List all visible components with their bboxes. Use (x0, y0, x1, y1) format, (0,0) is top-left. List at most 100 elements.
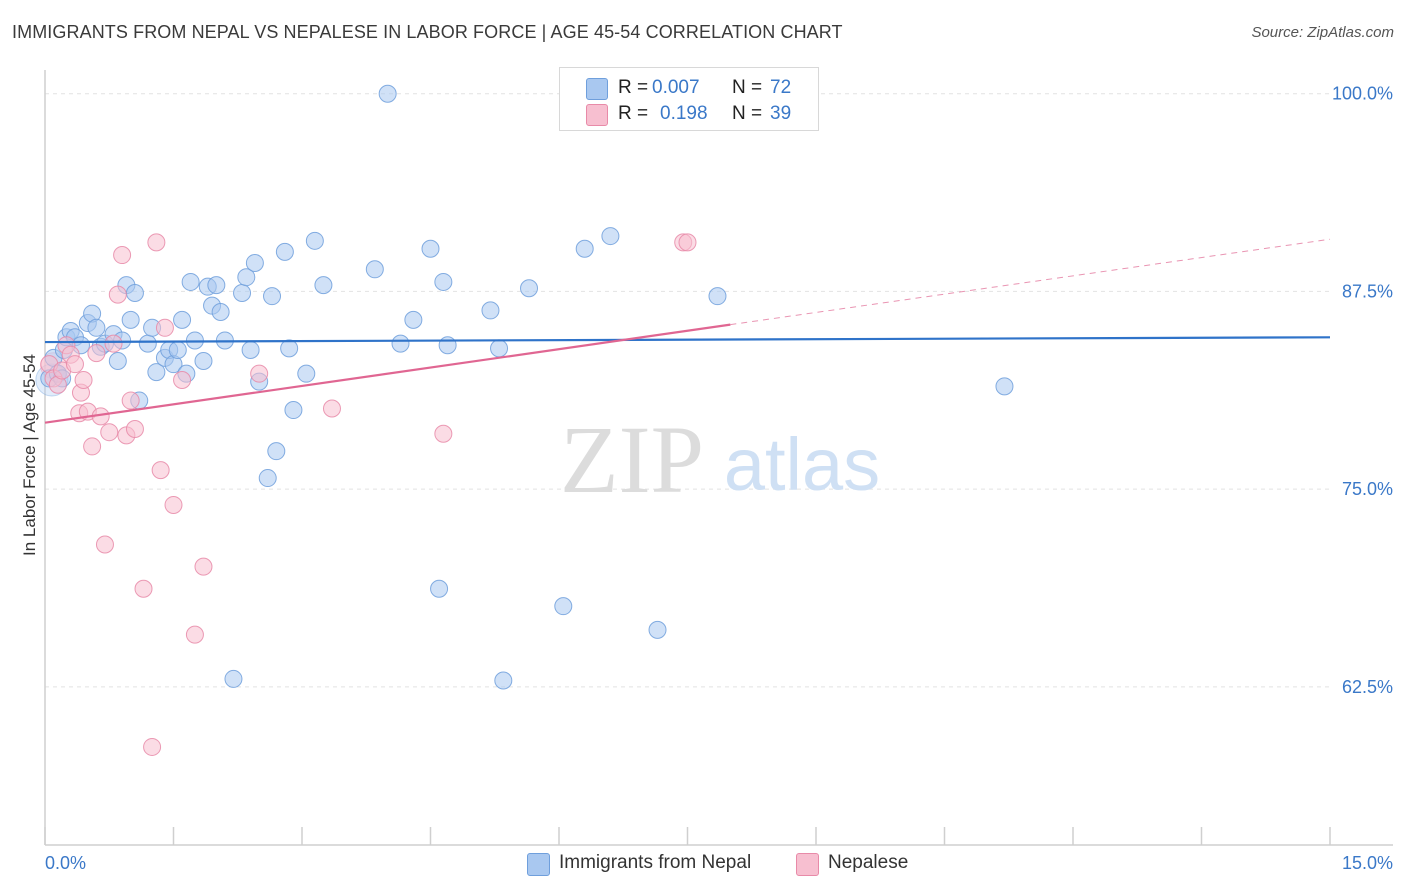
legend-r-value: 0.007 (652, 77, 700, 98)
nepal-point (280, 339, 299, 358)
nepal-point (391, 334, 410, 353)
nepalese-trend-extension (730, 238, 1331, 326)
series-label-nepalese: Nepalese (828, 852, 909, 873)
nepalese-point (65, 355, 84, 374)
correlation-legend: R = 0.007 N = 72 R = 0.198 N = 39 (559, 67, 819, 131)
nepalese-point (147, 233, 166, 252)
nepalese-trend-line (44, 323, 731, 424)
nepal-point (224, 669, 243, 688)
nepalese-point (121, 391, 140, 410)
nepalese-point (125, 420, 144, 439)
nepal-point (237, 268, 256, 287)
nepal-point (121, 310, 140, 329)
nepalese-point (83, 437, 102, 456)
series-swatch-nepalese (796, 853, 819, 876)
nepal-point (434, 272, 453, 291)
x-tick-label-min: 0.0% (45, 853, 86, 873)
nepal-point (263, 287, 282, 306)
watermark: ZIP atlas (560, 406, 880, 513)
nepal-point (267, 442, 286, 461)
series-legend: Immigrants from Nepal Nepalese (0, 852, 1406, 876)
nepal-point (241, 340, 260, 359)
x-tick-label-max: 15.0% (1342, 853, 1393, 873)
source-label: Source: ZipAtlas.com (1251, 24, 1394, 41)
nepal-point (378, 84, 397, 103)
y-tick-label: 62.5% (1342, 677, 1393, 697)
nepal-point (87, 318, 106, 337)
legend-swatch-nepal (586, 78, 608, 100)
nepalese-point (322, 399, 341, 418)
nepal-point (481, 301, 500, 320)
nepalese-point (194, 557, 213, 576)
nepal-point (284, 401, 303, 420)
nepal-point (147, 363, 166, 382)
nepal-point (314, 276, 333, 295)
nepal-point (305, 231, 324, 250)
nepalese-point (185, 625, 204, 644)
nepal-point (575, 239, 594, 258)
nepalese-point (87, 344, 106, 363)
legend-r-value: 0.198 (660, 103, 708, 124)
nepal-point (438, 336, 457, 355)
nepal-point (138, 334, 157, 353)
nepal-point (708, 287, 727, 306)
nepal-point (258, 469, 277, 488)
nepalese-point (173, 371, 192, 389)
chart-title: IMMIGRANTS FROM NEPAL VS NEPALESE IN LAB… (12, 22, 843, 42)
nepalese-point (434, 424, 453, 443)
nepal-point (297, 364, 316, 383)
nepal-point (233, 284, 252, 303)
nepal-point (108, 352, 127, 371)
y-tick-label: 100.0% (1332, 84, 1393, 104)
legend-swatch-nepalese (586, 104, 608, 126)
nepal-point (554, 597, 573, 616)
nepalese-point (155, 318, 174, 337)
grid-layer (45, 93, 1330, 688)
y-tick-label: 75.0% (1342, 479, 1393, 499)
nepal-point (275, 242, 294, 261)
nepalese-point (113, 246, 132, 265)
nepal-point (494, 671, 513, 690)
y-axis-label: In Labor Force | Age 45-54 (20, 354, 39, 556)
nepalese-point (250, 364, 269, 383)
nepalese-point (151, 461, 170, 480)
nepalese-point (100, 423, 119, 442)
legend-n-label: N = (732, 103, 763, 124)
legend-n-value: 72 (770, 77, 792, 98)
series-label-nepal: Immigrants from Nepal (559, 852, 752, 873)
nepalese-point (104, 334, 123, 353)
nepal-point (404, 310, 423, 329)
legend-n-label: N = (732, 77, 763, 98)
nepal-point (490, 339, 509, 358)
axis-layer (44, 70, 1393, 846)
watermark-zip: ZIP (560, 406, 704, 513)
nepalese-point (95, 535, 114, 554)
nepal-point (421, 239, 440, 258)
nepal-point (648, 620, 667, 639)
nepal-point (181, 272, 200, 291)
nepal-point (211, 302, 230, 321)
legend-n-value: 39 (770, 103, 792, 124)
legend-r-label: R = (618, 77, 649, 98)
nepal-trend-line (44, 336, 1331, 344)
nepalese-point (108, 285, 127, 304)
nepal-point (601, 227, 620, 246)
tick-labels: 100.0% 87.5% 75.0% 62.5% 0.0% 15.0% (45, 84, 1393, 873)
nepalese-point (678, 233, 697, 252)
trend-layer (44, 238, 1331, 424)
nepal-point (194, 352, 213, 371)
nepalese-point (164, 495, 183, 514)
nepal-point (173, 310, 192, 329)
nepalese-point (74, 371, 93, 389)
nepal-point (207, 276, 226, 295)
nepal-point (365, 260, 384, 279)
nepal-point (995, 377, 1014, 396)
nepal-point (520, 279, 539, 298)
nepal-point (245, 253, 264, 272)
nepal-point (168, 340, 187, 359)
series-swatch-nepal (527, 853, 550, 876)
points-layer (35, 84, 1014, 756)
nepal-point (125, 284, 144, 303)
y-tick-label: 87.5% (1342, 281, 1393, 301)
